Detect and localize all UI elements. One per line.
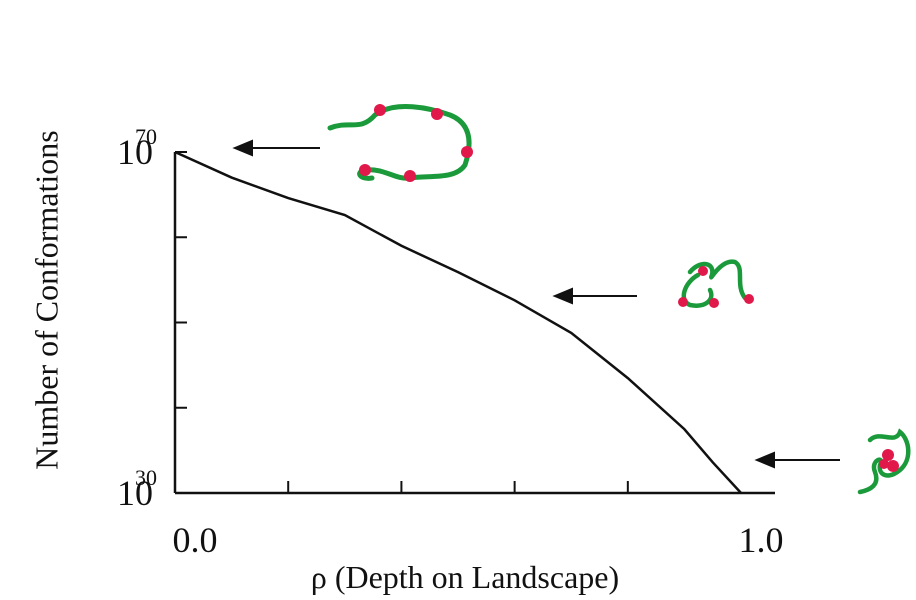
dot [879, 459, 889, 469]
dot [744, 294, 754, 304]
data-line [174, 150, 742, 494]
dot [887, 460, 899, 472]
chain [681, 259, 748, 308]
dot [709, 298, 719, 308]
dot [359, 164, 371, 176]
molecule-unfolded-dots [359, 104, 473, 182]
y-tick-exponent: 70 [135, 124, 157, 149]
x-tick-label: 0.0 [173, 520, 218, 560]
y-axis-title: Number of Conformations [28, 130, 64, 470]
chain [327, 104, 472, 181]
arrow-head [754, 451, 775, 469]
dot [374, 104, 386, 116]
molecule-unfolded [327, 104, 472, 181]
y-tick-exponent: 30 [135, 465, 157, 490]
dot [698, 266, 708, 276]
x-axis-title: ρ (Depth on Landscape) [311, 559, 619, 595]
dot [461, 146, 473, 158]
dot [882, 449, 894, 461]
dot [431, 108, 443, 120]
y-tick-label: 10 [117, 132, 153, 172]
arrows [232, 139, 840, 469]
dot [678, 297, 688, 307]
arrow-head [552, 287, 573, 305]
molecule-partial [681, 259, 748, 308]
y-tick-label: 10 [117, 473, 153, 513]
molecule-partial-dots [678, 266, 754, 308]
dot [404, 170, 416, 182]
molecule-folded [857, 428, 911, 495]
arrow-head [232, 139, 253, 157]
x-tick-label: 1.0 [739, 520, 784, 560]
molecule-folded-dots [879, 449, 899, 472]
chain [857, 428, 911, 495]
